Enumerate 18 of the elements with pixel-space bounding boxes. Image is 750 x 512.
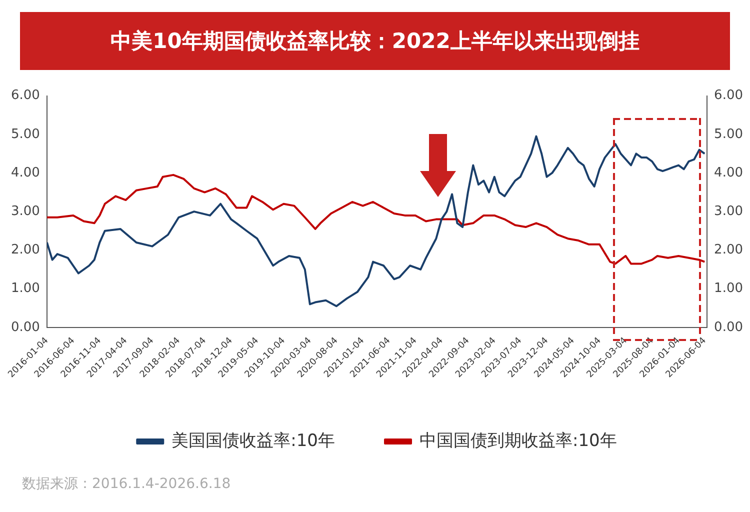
y2-tick-label: 1.00 <box>714 281 744 296</box>
y-tick-label: 2.00 <box>10 242 40 258</box>
legend-label: 中国国债到期收益率:10年 <box>420 430 617 451</box>
y2-tick-label: 2.00 <box>714 242 744 258</box>
y-tick-label: 3.00 <box>10 204 40 219</box>
y2-tick-label: 6.00 <box>714 88 744 104</box>
legend-label: 美国国债收益率:10年 <box>172 430 335 451</box>
y2-tick-label: 3.00 <box>714 204 744 219</box>
y-tick-label: 5.00 <box>10 126 40 142</box>
y-tick-label: 6.00 <box>10 88 40 104</box>
y-tick-label: 1.00 <box>10 281 40 296</box>
source-note: 数据来源：2016.1.4-2026.6.18 <box>22 475 231 493</box>
chart-title: 中美10年期国债收益率比较：2022上半年以来出现倒挂 <box>20 12 730 70</box>
y2-tick-label: 5.00 <box>714 126 744 142</box>
y2-tick-label: 0.00 <box>714 320 744 335</box>
y2-tick-label: 4.00 <box>714 165 744 180</box>
y-tick-label: 0.00 <box>10 320 40 335</box>
y-tick-label: 4.00 <box>10 165 40 180</box>
